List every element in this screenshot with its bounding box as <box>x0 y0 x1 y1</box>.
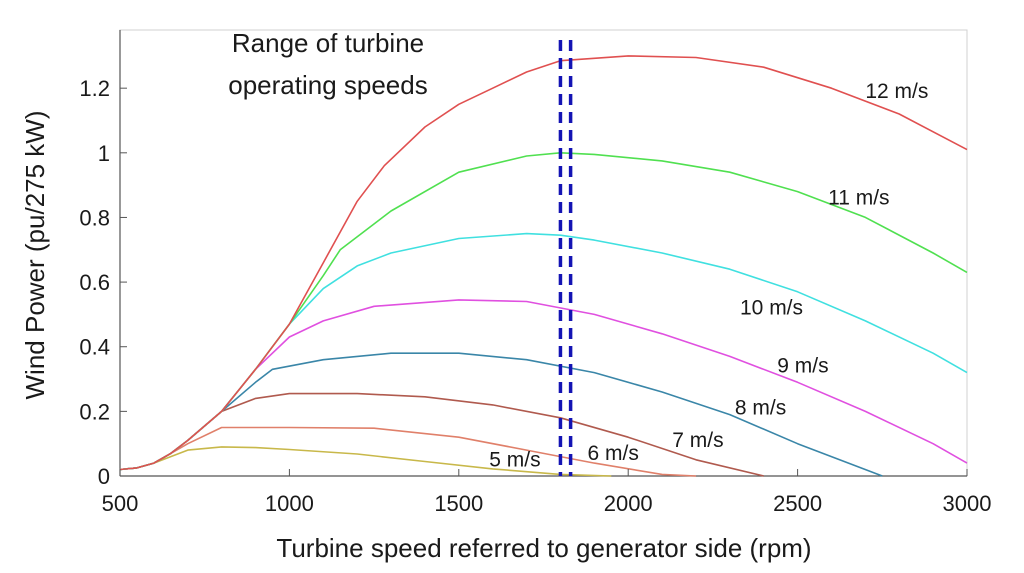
x-tick-label: 500 <box>102 491 139 516</box>
y-tick-label: 0.2 <box>79 399 110 424</box>
annotation-line-1: Range of turbine <box>232 28 424 58</box>
series-label: 6 m/s <box>588 442 639 465</box>
series-label: 7 m/s <box>672 429 723 452</box>
series-label: 10 m/s <box>740 296 803 319</box>
x-tick-label: 2500 <box>773 491 822 516</box>
y-tick-label: 0.6 <box>79 270 110 295</box>
x-tick-label: 3000 <box>943 491 992 516</box>
annotation-line-2: operating speeds <box>228 70 427 100</box>
series-label: 9 m/s <box>777 355 828 378</box>
operating-speed-markers <box>558 40 573 476</box>
series-labels: 5 m/s 6 m/s 7 m/s 8 m/s 9 m/s 10 m/s 11 m/s 12 … <box>489 80 928 471</box>
series-label: 12 m/s <box>865 80 928 103</box>
y-tick-label: 0.8 <box>79 205 110 230</box>
y-axis-label: Wind Power (pu/275 kW) <box>20 111 50 400</box>
x-axis-ticks: 500 1000 1500 2000 2500 3000 <box>102 469 992 516</box>
series-layer <box>119 55 968 477</box>
y-tick-label: 1.2 <box>79 76 110 101</box>
y-tick-label: 0.4 <box>79 335 110 360</box>
x-axis-label: Turbine speed referred to generator side… <box>276 533 811 563</box>
series-label: 11 m/s <box>828 187 889 210</box>
y-tick-label: 0 <box>98 464 110 489</box>
series-line-12-m-s <box>119 55 968 471</box>
y-tick-label: 1 <box>98 141 110 166</box>
x-tick-label: 1000 <box>265 491 314 516</box>
y-axis-ticks: 0 0.2 0.4 0.6 0.8 1 1.2 <box>79 76 127 489</box>
x-tick-label: 2000 <box>604 491 653 516</box>
x-tick-label: 1500 <box>434 491 483 516</box>
series-label: 8 m/s <box>735 397 786 420</box>
series-label: 5 m/s <box>489 448 540 471</box>
plot-frame <box>119 29 968 477</box>
